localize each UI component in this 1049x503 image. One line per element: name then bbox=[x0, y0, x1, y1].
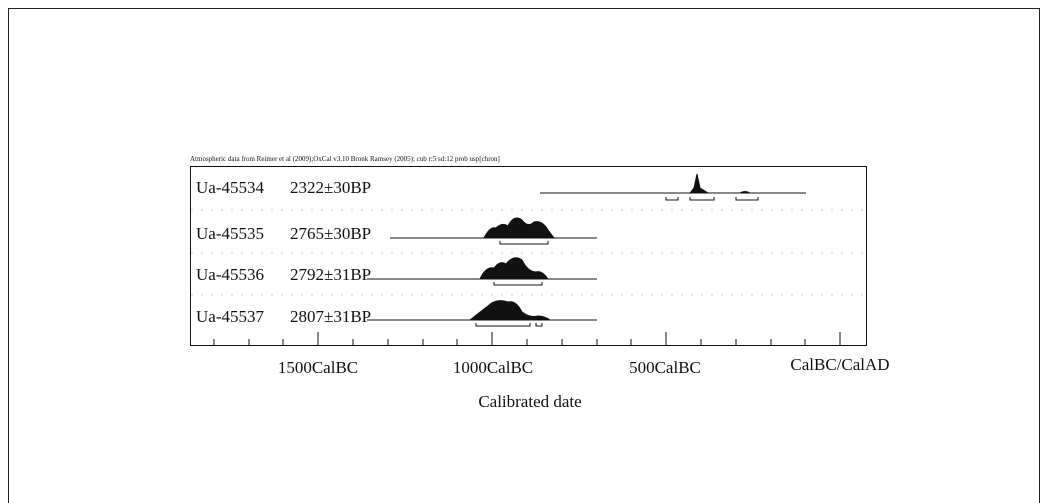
sample-id: Ua-45537 bbox=[196, 307, 264, 326]
header-note: Atmospheric data from Reimer et al (2009… bbox=[190, 155, 500, 163]
sample-age: 2792±31BP bbox=[290, 265, 371, 284]
plot-frame bbox=[190, 166, 867, 346]
distributions bbox=[367, 173, 806, 327]
sample-id: Ua-45535 bbox=[196, 224, 264, 243]
sample-age: 2765±30BP bbox=[290, 224, 371, 243]
page-border bbox=[8, 8, 1040, 503]
axis-title: Calibrated date bbox=[478, 392, 581, 411]
sample-age: 2807±31BP bbox=[290, 307, 371, 326]
sample-id: Ua-45534 bbox=[196, 178, 264, 197]
axis-tick-label: 500CalBC bbox=[629, 358, 701, 377]
axis-ticks bbox=[213, 332, 841, 345]
sample-age: 2322±30BP bbox=[290, 178, 371, 197]
sample-id: Ua-45536 bbox=[196, 265, 264, 284]
axis-tick-label: 1500CalBC bbox=[278, 358, 358, 377]
axis-tick-label: 1000CalBC bbox=[453, 358, 533, 377]
axis-tick-label: CalBC/CalAD bbox=[790, 355, 889, 374]
